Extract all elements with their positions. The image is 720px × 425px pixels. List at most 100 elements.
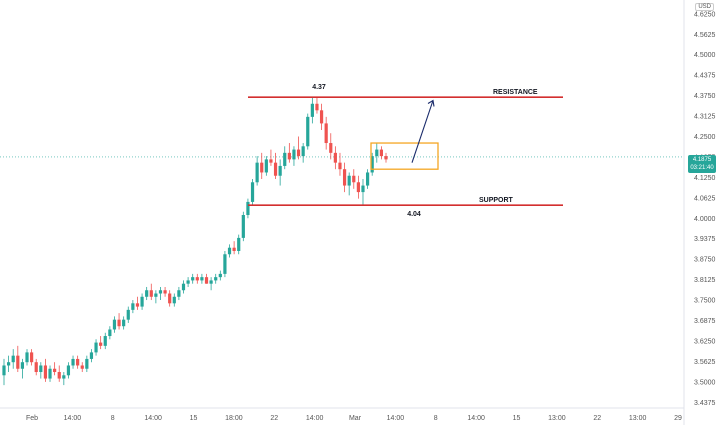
candle-body [103,336,107,346]
price-tick-label: 4.3750 [694,93,716,100]
candle-body [2,365,6,376]
price-tick-label: 3.5625 [694,359,716,366]
candle-body [177,290,181,297]
time-tick-label: 18:00 [225,415,243,422]
time-tick-label: 14:00 [306,415,324,422]
price-tick-label: 3.8125 [694,277,716,284]
currency-label: USD [695,3,714,11]
candle-body [99,342,103,346]
candle-body [108,329,112,337]
candle-body [310,103,314,117]
time-tick-label: 14:00 [64,415,82,422]
candle-body [287,152,291,160]
price-tick-label: 4.0625 [694,195,716,202]
candle-body [264,159,268,173]
price-tick-label: 3.5000 [694,379,716,386]
projection-arrow-head [427,99,435,107]
price-tick-label: 4.0000 [694,216,716,223]
candle-body [80,365,84,369]
candle-body [255,162,259,183]
candle-body [200,277,204,281]
candle-body [218,273,222,278]
support-label: SUPPORT [479,197,514,204]
time-tick-label: 14:00 [387,415,405,422]
candle-body [71,358,75,366]
candle-body [301,146,305,157]
candle-body [122,319,126,327]
candle-body [278,165,282,176]
candle-body [361,185,365,193]
time-tick-label: 29 [674,415,682,422]
candle-body [306,116,310,147]
candle-body [273,162,278,176]
candle-body [117,319,121,327]
time-tick-label: 15 [513,415,521,422]
price-tick-label: 4.6250 [694,11,716,18]
candle-body [269,159,273,163]
resistance-value-label: 4.37 [312,84,326,91]
time-tick-label: 22 [593,415,601,422]
candle-body [158,290,163,294]
support-value-label: 4.04 [407,211,421,218]
candle-body [260,162,264,173]
candle-body [329,143,333,153]
candle-body [16,355,20,369]
candle-body [181,283,186,291]
candle-body [149,290,153,297]
candle-body [76,358,80,366]
time-tick-label: 14:00 [144,415,162,422]
candle-body [57,372,61,379]
candle-body [338,162,342,170]
candle-body [112,319,117,330]
candle-body [227,247,232,255]
price-tick-label: 4.5000 [694,52,716,59]
candle-body [172,296,176,304]
candle-body [375,149,379,157]
candle-body [25,352,29,363]
candle-body [89,352,94,359]
candle-body [48,368,52,379]
price-tick-label: 4.5625 [694,32,716,39]
candle-body [342,169,347,186]
candle-body [53,368,57,373]
current-price-tag: 4.1875 03:21:40 [688,155,716,173]
candle-body [232,247,236,251]
candle-body [214,277,218,281]
candle-body [209,280,213,284]
candles-group [2,97,388,386]
time-tick-label: 13:00 [548,415,566,422]
time-tick-label: Mar [349,415,362,422]
candle-body [43,365,48,379]
candle-body [324,123,328,144]
candle-body [135,303,140,307]
resistance-label: RESISTANCE [493,89,538,96]
candle-body [347,175,351,186]
candle-body [315,103,319,111]
price-tick-label: 3.9375 [694,236,716,243]
candle-body [39,365,43,373]
price-tick-label: 4.1250 [694,175,716,182]
candle-body [384,156,388,160]
current-price-value: 4.1875 [692,157,712,163]
price-tick-label: 3.4375 [694,400,716,407]
time-tick-label: 13:00 [629,415,647,422]
candle-body [140,296,144,307]
candle-body [94,342,98,353]
candle-body [370,156,374,173]
time-tick-label: 8 [434,415,438,422]
candle-body [237,237,241,251]
candle-body [20,362,25,369]
candle-body [356,182,360,193]
candle-body [186,280,190,284]
candle-body [246,201,250,215]
candle-body [145,290,149,297]
candle-body [126,309,130,320]
price-tick-label: 3.8750 [694,257,716,264]
candle-body [191,277,195,281]
candle-body [241,214,245,238]
price-tick-label: 3.7500 [694,298,716,305]
highlight-box [370,142,439,170]
candle-body [365,172,370,186]
price-tick-label: 4.3125 [694,114,716,121]
